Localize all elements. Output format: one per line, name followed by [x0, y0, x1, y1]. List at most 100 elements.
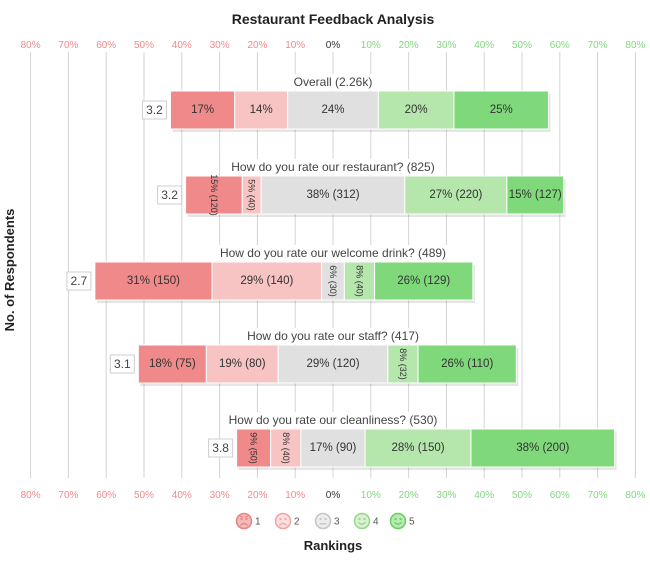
question-row: 9% (50) 8% (40) 17% (90) 28% (150) 38% (200)…: [208, 412, 617, 470]
x-tick-label-top: 40%: [474, 40, 494, 51]
bar-segment-3[interactable]: [287, 90, 379, 130]
legend-item-3[interactable]: 3: [314, 512, 341, 530]
bar-segment-5[interactable]: [374, 261, 474, 301]
legend-item-4[interactable]: 4: [353, 512, 380, 530]
x-tick-label-top: 10%: [285, 40, 305, 51]
segment-label: 15% (120): [209, 174, 219, 216]
x-tick-label-top: 20%: [399, 40, 419, 51]
bar-segment-2[interactable]: [234, 90, 289, 130]
x-axis-ticks-top: 80% 70% 60% 50% 40% 30% 20% 10% 0% 10% 20% 30% 40% 50…: [21, 40, 646, 51]
bar-segment-4[interactable]: [404, 175, 508, 215]
legend-label: 1: [255, 517, 261, 528]
x-tick-label-bottom: 60%: [550, 490, 570, 501]
question-label: Overall (2.26k): [294, 75, 373, 89]
question-label: How do you rate our staff? (417): [247, 329, 419, 343]
x-tick-label-bottom: 80%: [625, 490, 645, 501]
chart-title: Restaurant Feedback Analysis: [232, 11, 435, 27]
x-tick-label-bottom: 50%: [512, 490, 532, 501]
segment-label: 29% (140): [240, 275, 293, 287]
x-tick-label-bottom: 10%: [361, 490, 381, 501]
segment-label: 14%: [250, 104, 273, 116]
question-label: How do you rate our restaurant? (825): [231, 160, 434, 174]
average-score: 2.7: [71, 274, 88, 288]
x-tick-label-bottom: 40%: [172, 490, 192, 501]
question-row: 15% (120) 5% (40) 38% (312) 27% (220) 15% (1…: [157, 159, 566, 217]
question-row: 18% (75) 19% (80) 29% (120) 8% (32) 26% (110…: [109, 328, 519, 386]
legend-item-2[interactable]: 2: [274, 512, 301, 530]
segment-label: 18% (75): [149, 358, 196, 370]
x-tick-label-bottom: 20%: [247, 490, 267, 501]
x-tick-label-top: 40%: [172, 40, 192, 51]
x-tick-label-top: 70%: [588, 40, 608, 51]
x-tick-label-bottom: 30%: [210, 490, 230, 501]
x-tick-label-top: 60%: [550, 40, 570, 51]
average-box: [157, 185, 183, 205]
x-tick-label-bottom: 50%: [134, 490, 154, 501]
x-tick-label-top: 30%: [210, 40, 230, 51]
legend-label: 4: [373, 517, 379, 528]
x-tick-label-bottom: 60%: [96, 490, 116, 501]
average-score: 3.2: [161, 188, 178, 202]
bar-segment-1[interactable]: [94, 261, 213, 301]
x-tick-label-top: 50%: [512, 40, 532, 51]
x-tick-label-bottom: 30%: [436, 490, 456, 501]
x-tick-label-top: 20%: [247, 40, 267, 51]
bar-segment-5[interactable]: [506, 175, 565, 215]
question-row: 31% (150) 29% (140) 6% (30) 8% (40) 26% (129…: [66, 245, 475, 303]
bar-segment-1[interactable]: [236, 428, 272, 468]
segment-label: 26% (110): [441, 358, 493, 370]
bar-segment-4[interactable]: [387, 344, 419, 384]
face-icon-4: [353, 512, 371, 530]
question-label-bg: [290, 74, 376, 90]
x-axis-title: Rankings: [304, 538, 363, 553]
bar-segment-5[interactable]: [417, 344, 517, 384]
x-tick-label-top: 80%: [625, 40, 645, 51]
x-tick-label-top: 10%: [361, 40, 381, 51]
segment-label: 15% (127): [509, 189, 562, 201]
bar-segment-4[interactable]: [343, 261, 376, 301]
x-tick-label-bottom: 0%: [326, 490, 341, 501]
bar-segment-3[interactable]: [277, 344, 389, 384]
segment-label: 31% (150): [127, 275, 180, 287]
segment-label: 8% (32): [398, 348, 408, 380]
y-axis-title: No. of Respondents: [2, 209, 17, 332]
question-row: 17% 14% 24% 20% 25% Overall (2.26k) 3.2: [141, 74, 551, 132]
bar-segment-2[interactable]: [211, 261, 323, 301]
bar-segment-2[interactable]: [205, 344, 279, 384]
x-tick-label-bottom: 20%: [399, 490, 419, 501]
x-tick-label-top: 50%: [134, 40, 154, 51]
average-score: 3.1: [114, 357, 131, 371]
bar-segment-1[interactable]: [185, 175, 243, 215]
x-tick-label-top: 60%: [96, 40, 116, 51]
segment-label: 28% (150): [392, 442, 445, 454]
face-icon-1: [235, 512, 253, 530]
average-box: [141, 100, 167, 120]
bar-segment-1[interactable]: [169, 90, 236, 130]
legend-label: 2: [294, 517, 300, 528]
bar-segment-4[interactable]: [364, 428, 472, 468]
face-icon-5: [389, 512, 407, 530]
segment-label: 19% (80): [219, 358, 266, 370]
segment-label: 8% (40): [281, 432, 291, 464]
segment-label: 20%: [405, 104, 428, 116]
segment-label: 5% (40): [247, 179, 257, 211]
bar-segment-3[interactable]: [300, 428, 366, 468]
average-box: [66, 271, 92, 291]
face-icon-3: [314, 512, 332, 530]
legend-label: 3: [334, 517, 340, 528]
average-score: 3.2: [146, 103, 163, 117]
bar-segment-5[interactable]: [470, 428, 616, 468]
face-icon-2: [274, 512, 292, 530]
question-label-bg: [225, 412, 441, 428]
x-tick-label-top: 80%: [21, 40, 41, 51]
legend-item-1[interactable]: 1: [235, 512, 262, 530]
segment-label: 6% (30): [328, 265, 338, 297]
segment-label: 27% (220): [429, 189, 482, 201]
bar-segment-5[interactable]: [453, 90, 549, 130]
segment-label: 26% (129): [397, 275, 450, 287]
x-tick-label-bottom: 70%: [58, 490, 78, 501]
legend-item-5[interactable]: 5: [389, 512, 416, 530]
segment-label: 8% (40): [354, 265, 364, 297]
segment-label: 24%: [321, 104, 344, 116]
